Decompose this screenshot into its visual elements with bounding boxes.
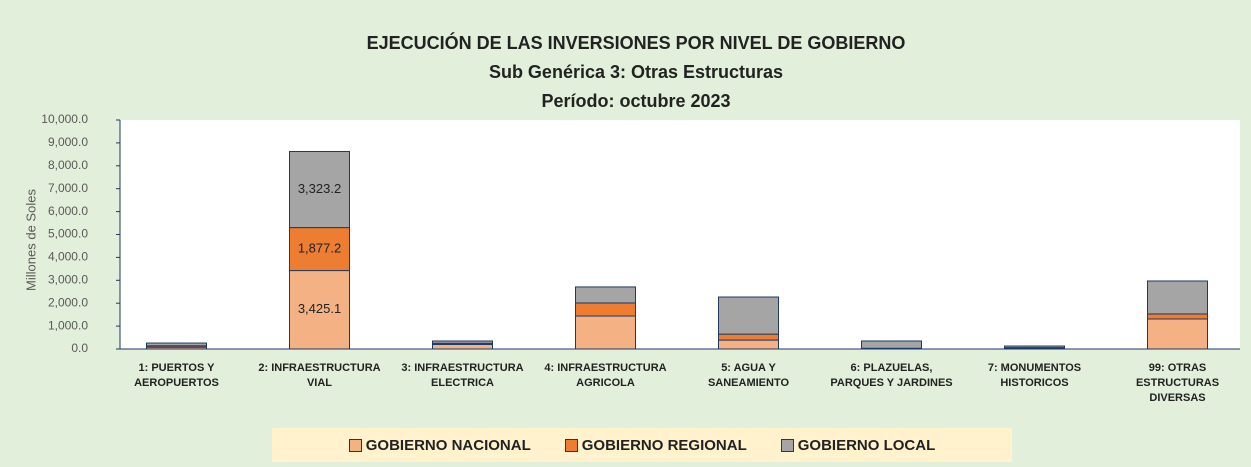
bar-segment <box>289 270 350 350</box>
plot-area <box>120 120 1240 349</box>
bar-segment <box>861 340 922 349</box>
bar-segment <box>432 343 493 350</box>
bar-segment <box>146 342 207 347</box>
legend-item: GOBIERNO NACIONAL <box>348 436 531 454</box>
bar-segment <box>432 340 493 344</box>
x-tick-label: 2: INFRAESTRUCTURA VIAL <box>258 362 381 389</box>
bar-segment <box>1004 345 1065 349</box>
bar-segment <box>575 302 636 317</box>
legend-label: GOBIERNO REGIONAL <box>581 436 747 454</box>
value-label: 3,323.2 <box>298 181 341 196</box>
legend-swatch <box>564 438 578 452</box>
y-tick-label: 6,000.0 <box>48 204 88 218</box>
bar-segment <box>575 315 636 350</box>
x-tick-label: 1: PUERTOS Y AEROPUERTOS <box>134 362 219 389</box>
y-tick-label: 0.0 <box>71 341 88 355</box>
bar-segment <box>289 227 350 272</box>
x-tick-label: 3: INFRAESTRUCTURA ELECTRICA <box>401 362 524 389</box>
y-tick-label: 1,000.0 <box>48 318 88 332</box>
chart-title: EJECUCIÓN DE LAS INVERSIONES POR NIVEL D… <box>367 32 906 53</box>
bar-segment <box>718 296 779 335</box>
y-tick-label: 5,000.0 <box>48 227 88 241</box>
y-tick-label: 7,000.0 <box>48 181 88 195</box>
legend-label: GOBIERNO NACIONAL <box>365 436 531 454</box>
legend-swatch <box>348 438 362 452</box>
chart-subtitle: Sub Genérica 3: Otras Estructuras <box>489 62 783 82</box>
bar-segment <box>718 339 779 350</box>
y-tick-label: 8,000.0 <box>48 158 88 172</box>
y-tick-label: 3,000.0 <box>48 272 88 286</box>
x-tick-label: 5: AGUA Y SANEAMIENTO <box>707 362 790 389</box>
legend-item: GOBIERNO REGIONAL <box>564 436 747 454</box>
bar-segment <box>1147 313 1208 320</box>
x-tick-label: 7: MONUMENTOS HISTORICOS <box>987 362 1082 389</box>
legend: GOBIERNO NACIONAL GOBIERNO REGIONAL GOBIER… <box>272 428 1012 462</box>
y-tick-label: 2,000.0 <box>48 295 88 309</box>
legend-swatch <box>780 438 794 452</box>
legend-item: GOBIERNO LOCAL <box>780 436 936 454</box>
bar-segment <box>575 286 636 304</box>
bar-segment <box>289 150 350 229</box>
y-tick-label: 9,000.0 <box>48 135 88 149</box>
value-label: 3,425.1 <box>298 301 341 316</box>
x-tick-label: 99: OTRAS ESTRUCTURAS DIVERSAS <box>1135 362 1220 404</box>
legend-label: GOBIERNO LOCAL <box>797 436 936 454</box>
bar-segment <box>1147 280 1208 315</box>
x-tick-label: 6: PLAZUELAS, PARQUES Y JARDINES <box>830 362 953 389</box>
x-tick-label: 4: INFRAESTRUCTURA AGRICOLA <box>544 362 667 389</box>
chart-period: Período: octubre 2023 <box>541 91 730 111</box>
value-label: 1,877.2 <box>298 241 341 256</box>
bar-segment <box>718 333 779 341</box>
bar-segment <box>1147 318 1208 350</box>
y-tick-label: 10,000.0 <box>41 112 88 126</box>
y-axis-title: Millones de Soles <box>23 189 38 291</box>
y-tick-label: 4,000.0 <box>48 250 88 264</box>
